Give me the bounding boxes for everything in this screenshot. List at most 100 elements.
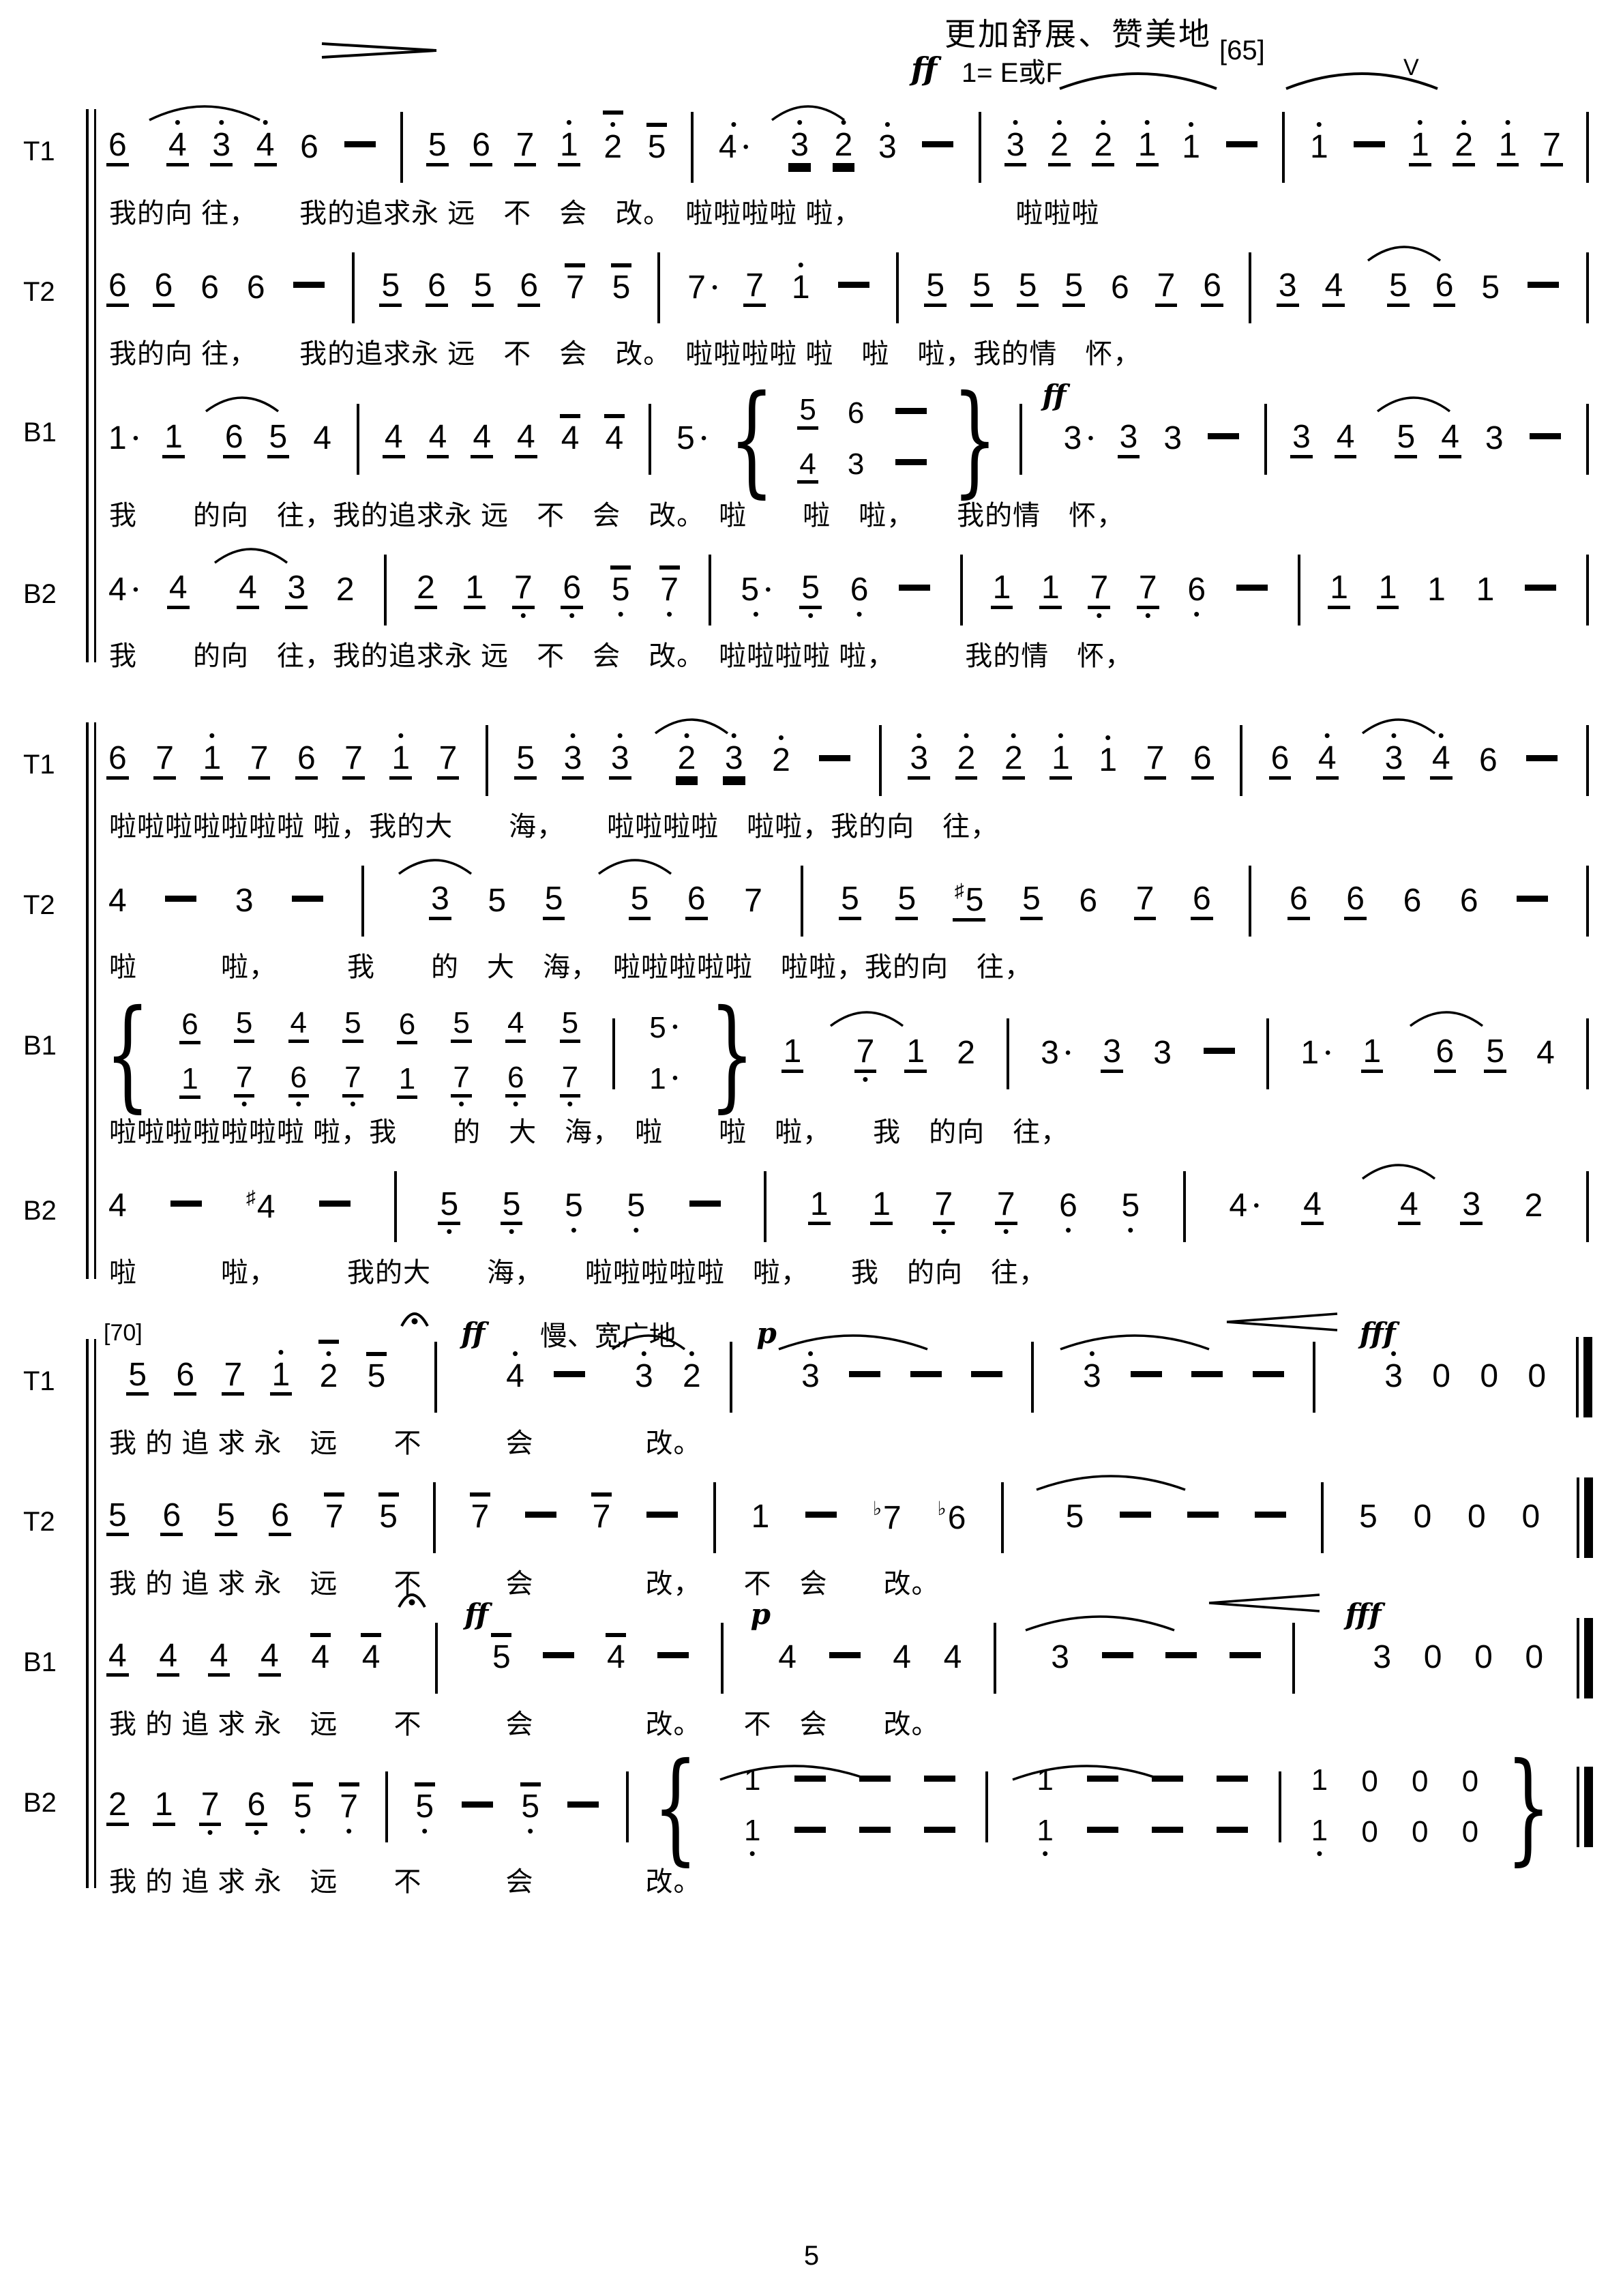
barline [1297,555,1300,626]
note: 1 [1376,550,1399,630]
barline [393,1171,397,1242]
note-digit: 5 [1359,1499,1378,1535]
octave-dots-above: • [1315,113,1322,134]
note-digit: 6 [179,1009,200,1044]
barline [764,1171,767,1242]
note: 4 • [1227,1168,1261,1244]
octave-dots-above [610,250,631,271]
note-digit: 7 [511,570,535,610]
augmentation-dot: • [672,1068,679,1087]
note-digit: 3 • [1063,420,1094,457]
final-barline [1576,1477,1593,1558]
note-digit: 1 [1099,741,1118,778]
note: • 4 [504,1339,526,1415]
octave-dots-above [469,1480,490,1500]
duration-dash [1217,1776,1249,1782]
note: 7 [743,248,766,327]
note: 5 [895,862,919,941]
note-digit: 5 [611,571,630,608]
barline [1585,1018,1589,1089]
divisi-stack [919,1756,960,1858]
note: 7 [742,864,764,939]
note [922,1756,957,1808]
note-digit: 0 [1361,1815,1378,1849]
note-digit: 5 [839,881,861,921]
note-digit: 5 • [741,571,771,608]
note: • 3 [1382,721,1405,800]
octave-dots-above: • [1461,112,1468,133]
note-digit: 6 [160,1498,183,1537]
note-digit [1202,1036,1237,1071]
note-digit: 1 [269,1357,293,1396]
note: 6 • [848,553,871,628]
note-digit: 6 [1187,571,1206,608]
note-digit: 3 [801,1358,820,1395]
note: • 1 [1180,110,1202,186]
note: 1 [1328,550,1350,630]
barline [1278,1771,1281,1843]
barline [1585,1171,1589,1242]
note-digit: 5 [471,268,494,307]
note [1523,553,1558,628]
note-digit: 5 [367,1358,386,1395]
barline [1585,403,1589,475]
note-digit [163,884,198,919]
note-digit [1528,422,1563,456]
stave-B2: B2 4 • 4 4 3 2 2 1 7 • 6 • 5 • 7 • 5 • • 5 • 6 • 1 1 7 • 7 • 6 • 1 1 1 1 我 的… [23,546,1596,673]
note: 5 [106,1478,129,1557]
barline [1585,112,1589,183]
note-digit: 6 [850,571,869,608]
note-digit [655,1640,691,1675]
note: 6 [846,388,866,439]
note-digit: 6 [1191,741,1214,780]
note [1524,723,1560,799]
note [792,1807,828,1858]
note-digit: 1 [396,1063,418,1099]
note [163,864,198,939]
octave-dots-below: • [633,1219,640,1240]
lyrics-line: 我 的 追 求 永 远 不 会 改， 不 会 改。 [109,1568,940,1599]
note: 7 • [451,1053,472,1113]
note-digit: 4 [1429,741,1453,780]
note-digit: 6 [1433,1034,1457,1073]
stave-T2: T2 5 6 5 6 7 5 7 7 1 ♭7 ♭6 5 5 0 0 0 我 的 追 求 永 远 不 会 改， 不… [23,1474,1596,1601]
note-digit [1224,130,1260,165]
note: 7 • [994,1167,1017,1246]
note-digit: 1 [200,741,224,780]
note [1352,110,1387,186]
lyrics-line: 啦啦啦啦啦啦啦 啦，我 的 大 海， 啦 啦 啦， 我 的向 往， [109,1117,1069,1147]
note-digit: 0 [1525,1639,1544,1676]
barline [691,112,694,183]
part-label: T2 [23,277,55,307]
note-digit: 3 [608,741,631,780]
note-digit: 5 [627,1188,646,1224]
note-digit: 2 [1524,1188,1543,1224]
note: 7 • [685,250,719,326]
note [168,1168,204,1244]
divisi-stack: 5 7 • [340,998,366,1113]
note: 7 • [1136,550,1159,630]
note-digit: 4 [1536,1035,1555,1072]
note-digit: 1 [1476,571,1495,608]
stave-T2: T2 4 3 3 5 5 5 6 7 5 5 ♯5 5 6 7 6 6 6 6 6 啦 啦， 我 的 大 海， 啦啦啦啦… [23,857,1596,984]
note: 6 [1458,864,1480,939]
note: 5 [1016,248,1039,327]
divisi-brace-close: } [1506,1736,1551,1878]
note-digit: 6 [222,420,245,458]
octave-dots-above: • [1010,725,1017,746]
tenuto-mark [520,1782,541,1786]
note-digit: 1 [791,269,810,306]
note-digit: 0 [1361,1764,1378,1798]
note: • 2 [675,721,698,800]
note-digit: 4 [426,420,449,458]
octave-dots-above: • [730,113,737,134]
note-digit: 5 [1481,269,1500,306]
note: • 2 [1453,108,1476,187]
tenuto-mark [318,1340,339,1344]
octave-dots-above: • [1390,725,1397,746]
note-digit [857,1766,893,1798]
part-label: B1 [23,1647,57,1677]
augmentation-dot: • [743,137,749,156]
